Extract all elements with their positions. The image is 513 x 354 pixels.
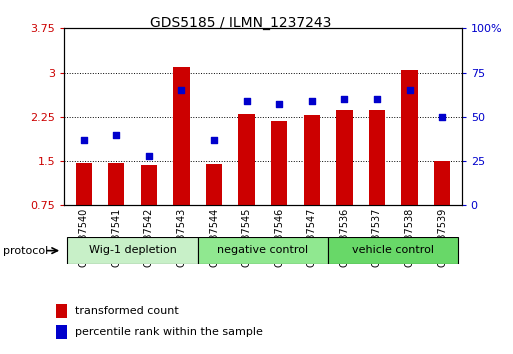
Point [405, 87, 413, 93]
Bar [55, 304, 67, 318]
Point [145, 153, 153, 159]
Bar [55, 325, 67, 339]
Bar [67, 237, 198, 264]
Bar [206, 164, 222, 205]
Bar [239, 114, 255, 205]
Text: GDS5185 / ILMN_1237243: GDS5185 / ILMN_1237243 [150, 16, 332, 30]
Bar [75, 164, 92, 205]
Point [177, 87, 186, 93]
Bar [271, 121, 287, 205]
Point [438, 114, 446, 120]
Bar [401, 70, 418, 205]
Text: percentile rank within the sample: percentile rank within the sample [75, 327, 263, 337]
Text: negative control: negative control [218, 245, 308, 256]
Point [373, 96, 381, 102]
Text: protocol: protocol [3, 246, 48, 256]
Bar [173, 67, 190, 205]
Bar [434, 161, 450, 205]
Point [308, 98, 316, 104]
Bar [304, 115, 320, 205]
Point [80, 137, 88, 143]
Bar [198, 237, 328, 264]
Point [275, 102, 283, 107]
Point [210, 137, 218, 143]
Point [340, 96, 348, 102]
Bar [108, 163, 125, 205]
Text: transformed count: transformed count [75, 306, 179, 316]
Point [112, 132, 121, 137]
Bar [369, 110, 385, 205]
Bar [336, 110, 352, 205]
Point [243, 98, 251, 104]
Text: Wig-1 depletion: Wig-1 depletion [89, 245, 176, 256]
Text: vehicle control: vehicle control [352, 245, 435, 256]
Bar [328, 237, 459, 264]
Bar [141, 165, 157, 205]
